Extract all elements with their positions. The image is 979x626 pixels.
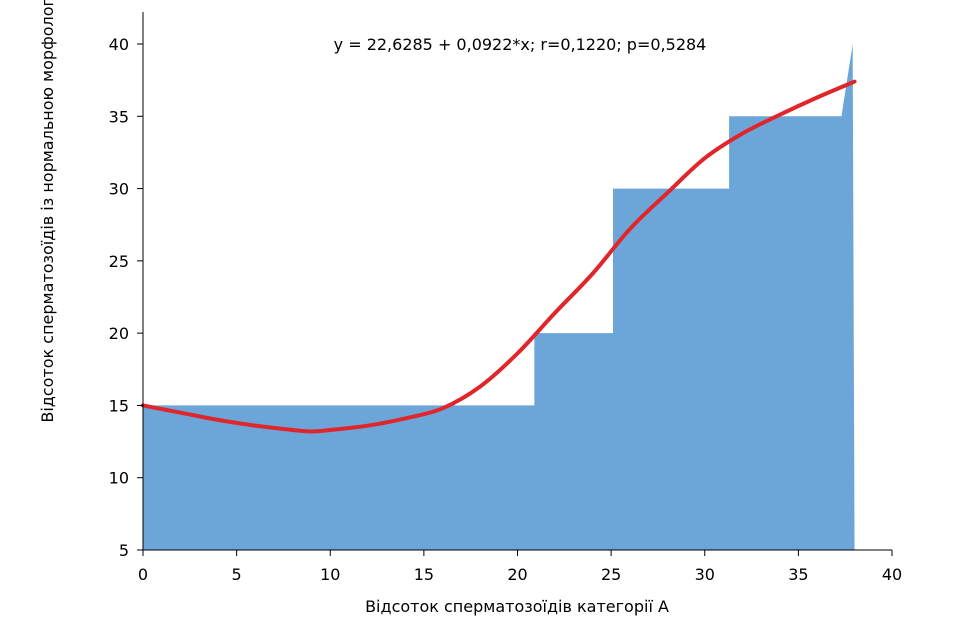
y-tick-label: 25 bbox=[109, 252, 129, 271]
x-tick-label: 25 bbox=[601, 565, 621, 584]
y-tick-label: 5 bbox=[119, 541, 129, 560]
x-tick-label: 40 bbox=[882, 565, 902, 584]
y-tick-label: 30 bbox=[109, 180, 129, 199]
regression-equation: y = 22,6285 + 0,0922*x; r=0,1220; p=0,52… bbox=[334, 35, 707, 54]
x-tick-label: 5 bbox=[232, 565, 242, 584]
fit-curve-series-1 bbox=[141, 79, 857, 434]
x-tick-label: 20 bbox=[507, 565, 527, 584]
area-series-0 bbox=[143, 44, 855, 550]
x-tick-label: 30 bbox=[695, 565, 715, 584]
x-ticks: 0 5 10 15 20 25 30 35 40 bbox=[138, 550, 902, 584]
y-tick-label: 35 bbox=[109, 107, 129, 126]
y-tick-label: 15 bbox=[109, 396, 129, 415]
x-tick-label: 35 bbox=[788, 565, 808, 584]
y-tick-label: 20 bbox=[109, 324, 129, 343]
y-tick-label: 40 bbox=[109, 35, 129, 54]
y-ticks: 5 10 15 20 25 30 35 40 bbox=[109, 35, 143, 560]
y-axis-label: Відсоток сперматозоїдів із нормальною мо… bbox=[38, 0, 57, 423]
x-tick-label: 0 bbox=[138, 565, 148, 584]
x-tick-label: 15 bbox=[414, 565, 434, 584]
x-axis-label: Відсоток сперматозоїдів категорії А bbox=[365, 597, 669, 616]
series-layer bbox=[141, 44, 857, 550]
x-tick-label: 10 bbox=[320, 565, 340, 584]
y-tick-label: 10 bbox=[109, 469, 129, 488]
